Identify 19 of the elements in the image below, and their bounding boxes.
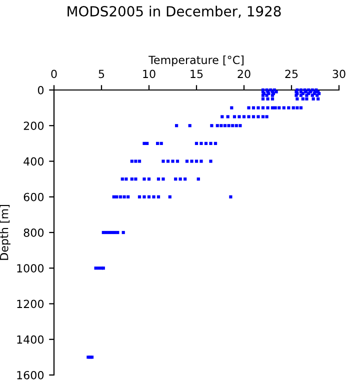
y-axis-title: Depth [m] xyxy=(0,205,10,260)
x-tick-label: 0 xyxy=(51,70,57,78)
x-tick-label: 10 xyxy=(143,70,156,78)
x-tick-label: 25 xyxy=(285,70,298,78)
y-tick-label: 800 xyxy=(24,228,44,237)
x-axis-title: Temperature [°C] xyxy=(148,56,244,66)
chart-title: MODS2005 in December, 1928 xyxy=(68,6,281,18)
y-tick-label: 1600 xyxy=(17,370,44,380)
y-tick-label: 1400 xyxy=(17,335,44,344)
y-tick-label: 1200 xyxy=(17,300,44,308)
y-tick-label: 200 xyxy=(24,122,44,130)
y-tick-label: 600 xyxy=(24,192,44,202)
x-tick-label: 20 xyxy=(238,70,250,78)
y-tick-label: 400 xyxy=(24,157,44,166)
x-tick-label: 5 xyxy=(98,70,104,78)
y-tick-label: 1000 xyxy=(17,264,44,273)
x-tick-label: 15 xyxy=(190,70,203,78)
x-tick-label: 30 xyxy=(332,70,346,78)
y-tick-label: 0 xyxy=(38,86,44,94)
